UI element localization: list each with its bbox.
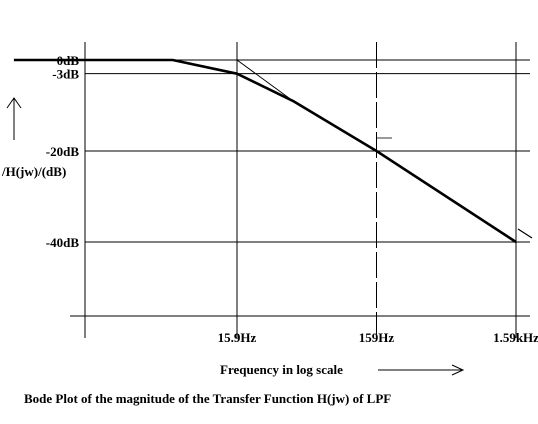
asymptote-line — [172, 59, 294, 102]
y-tick-label: -40dB — [46, 235, 80, 250]
x-tick-label: 159Hz — [359, 330, 395, 345]
curve-end-extension — [517, 228, 533, 239]
magnitude-curves — [13, 58, 533, 244]
y-tick-label: -20dB — [46, 144, 80, 159]
tick-labels: 0dB-3dB -20dB -40dB 15.9Hz 159Hz 1.59kHz — [46, 53, 538, 345]
magnitude-response-line — [13, 58, 517, 244]
x-tick-label: 1.59kHz — [493, 330, 538, 345]
grid-lines — [85, 42, 530, 338]
chart-title: Bode Plot of the magnitude of the Transf… — [24, 391, 392, 406]
x-axis-arrow — [378, 364, 465, 376]
x-axis-label: Frequency in log scale — [220, 362, 343, 377]
y-tick-label: -3dB — [52, 67, 79, 82]
y-axis-label: /H(jw)/(dB) — [1, 164, 66, 179]
axes — [70, 42, 530, 338]
x-tick-label: 15.9Hz — [218, 330, 257, 345]
y-tick-label: 0dB — [57, 53, 80, 68]
y-axis-arrow — [6, 97, 22, 140]
